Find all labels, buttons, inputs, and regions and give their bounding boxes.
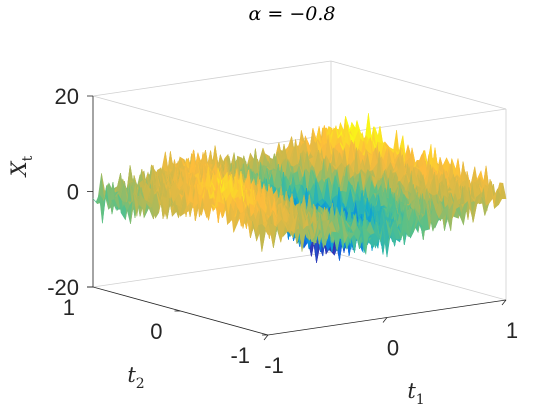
- y-axis-label: t2: [127, 363, 144, 392]
- right-floor-edge: [330, 251, 507, 301]
- x-tick-mark: [382, 317, 388, 323]
- z-tick-label: -20: [47, 275, 79, 300]
- x-tick-mark: [263, 334, 269, 341]
- x-tick-label: -1: [264, 353, 284, 378]
- z-tick-label: 20: [55, 84, 79, 109]
- z-axis-label-sub: t: [20, 155, 36, 161]
- x-axis-label: t1: [407, 379, 424, 408]
- x-tick-label: 0: [387, 336, 399, 361]
- surface-patch: [498, 183, 507, 205]
- z-tick-label: 0: [67, 180, 79, 205]
- y-tick-label: 0: [150, 319, 162, 344]
- left-top-edge: [92, 95, 269, 145]
- surface-plot: [92, 113, 507, 263]
- x-axis-label-sub: 1: [416, 392, 425, 408]
- x-tick-label: 1: [506, 318, 518, 343]
- y-axis-label-sub: 2: [136, 376, 145, 392]
- z-axis-label-symbol: X: [7, 160, 31, 178]
- z-axis-label: Xt: [7, 155, 36, 178]
- back-floor-edge: [92, 251, 332, 288]
- back-top-edge: [92, 60, 332, 97]
- y-tick-label: 1: [63, 295, 75, 320]
- x-tick-mark: [501, 299, 507, 306]
- x-axis-label-symbol: t: [407, 379, 416, 403]
- y-axis-label-symbol: t: [127, 363, 136, 387]
- right-top-edge: [330, 60, 507, 110]
- y-tick-label: -1: [230, 343, 250, 368]
- axis-ticks: -20 0 20 -1 0 1 -1 0 1: [47, 84, 518, 378]
- chart-title: α = −0.8: [249, 3, 336, 25]
- front-top-edge: [267, 108, 507, 145]
- axes-box: [92, 60, 507, 336]
